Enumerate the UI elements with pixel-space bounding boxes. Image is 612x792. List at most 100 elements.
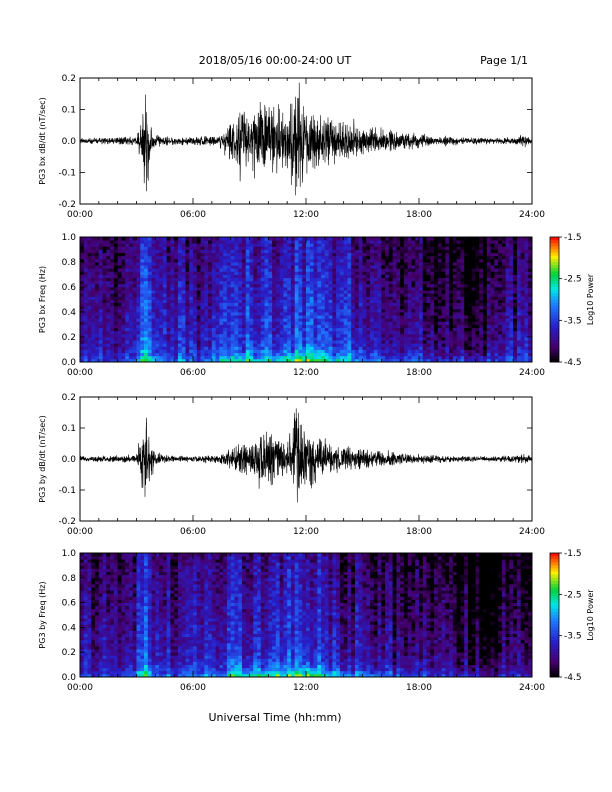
spectrogram-cell — [95, 268, 100, 272]
spectrogram-cell — [467, 240, 473, 244]
spectrogram-cell — [498, 358, 503, 363]
spectrogram-cell — [200, 321, 205, 325]
spectrogram-cell — [328, 315, 333, 319]
spectrogram-cell — [294, 265, 299, 269]
spectrogram-cell — [140, 330, 145, 335]
spectrogram-cell — [290, 246, 296, 250]
spectrogram-cell — [204, 293, 209, 297]
spectrogram-cell — [211, 324, 216, 329]
spectrogram-cell — [279, 240, 284, 244]
spectrogram-cell — [419, 280, 424, 285]
spectrogram-cell — [226, 305, 232, 310]
spectrogram-cell — [505, 296, 510, 300]
spectrogram-cell — [98, 337, 103, 341]
spectrogram-cell — [185, 274, 190, 279]
spectrogram-cell — [298, 258, 303, 263]
spectrogram-cell — [268, 333, 273, 338]
spectrogram-cell — [226, 243, 232, 247]
spectrogram-cell — [460, 258, 465, 263]
spectrogram-cell — [430, 293, 435, 297]
spectrogram-cell — [226, 252, 232, 257]
spectrogram-cell — [279, 262, 284, 266]
spectrogram-cell — [328, 283, 333, 288]
spectrogram-cell — [117, 296, 122, 300]
spectrogram-cell — [238, 283, 243, 288]
spectrogram-cell — [140, 271, 145, 275]
spectrogram-cell — [230, 258, 235, 263]
spectrogram-cell — [426, 343, 431, 347]
spectrogram-cell — [516, 333, 522, 338]
spectrogram-cell — [155, 271, 160, 275]
spectrogram-cell — [162, 249, 168, 254]
spectrogram-cell — [354, 277, 360, 282]
spectrogram-cell — [170, 249, 175, 254]
spectrogram-cell — [377, 349, 382, 354]
spectrogram-cell — [287, 258, 292, 263]
spectrogram-cell — [332, 252, 337, 257]
spectrogram-cell — [332, 321, 337, 325]
spectrogram-cell — [253, 237, 258, 241]
spectrogram-cell — [302, 321, 307, 325]
spectrogram-cell — [268, 337, 273, 341]
spectrogram-cell — [373, 290, 378, 294]
spectrogram-cell — [102, 277, 107, 282]
spectrogram-cell — [400, 352, 405, 357]
spectrogram-cell — [426, 346, 431, 350]
spectrogram-cell — [290, 340, 296, 344]
spectrogram-cell — [155, 287, 160, 291]
spectrogram-cell — [306, 287, 311, 291]
spectrogram-cell — [162, 274, 168, 279]
spectrogram-cell — [106, 237, 111, 241]
y-tick-label: -0.2 — [58, 200, 76, 210]
spectrogram-cell — [313, 290, 318, 294]
spectrogram-cell — [396, 262, 401, 266]
spectrogram-cell — [339, 346, 345, 350]
spectrogram-cell — [95, 343, 100, 347]
spectrogram-cell — [385, 308, 390, 313]
spectrogram-cell — [358, 321, 363, 325]
spectrogram-cell — [419, 293, 424, 297]
spectrogram-cell — [223, 315, 228, 319]
spectrogram-cell — [170, 305, 175, 310]
spectrogram-cell — [290, 255, 296, 260]
spectrogram-cell — [452, 296, 458, 300]
spectrogram-cell — [483, 308, 488, 313]
spectrogram-cell — [479, 283, 484, 288]
spectrogram-cell — [196, 337, 201, 341]
spectrogram-cell — [128, 358, 134, 363]
spectrogram-cell — [166, 262, 171, 266]
spectrogram-cell — [91, 318, 96, 322]
spectrogram-cell — [366, 305, 371, 310]
spectrogram-cell — [313, 277, 318, 282]
spectrogram-cell — [132, 246, 137, 250]
spectrogram-cell — [396, 274, 401, 279]
spectrogram-cell — [388, 268, 394, 272]
spectrogram-cell — [279, 280, 284, 285]
spectrogram-cell — [185, 299, 190, 304]
spectrogram-cell — [174, 349, 179, 354]
spectrogram-cell — [343, 333, 348, 338]
spectrogram-cell — [351, 352, 356, 357]
spectrogram-cell — [441, 343, 446, 347]
spectrogram-cell — [339, 333, 345, 338]
spectrogram-cell — [136, 262, 141, 266]
spectrogram-cell — [328, 318, 333, 322]
spectrogram-cell — [170, 271, 175, 275]
spectrogram-cell — [452, 258, 458, 263]
spectrogram-cell — [249, 255, 254, 260]
spectrogram-cell — [159, 305, 164, 310]
spectrogram-cell — [166, 337, 171, 341]
spectrogram-cell — [177, 255, 183, 260]
spectrogram-cell — [223, 349, 228, 354]
spectrogram-cell — [140, 315, 145, 319]
spectrogram-cell — [174, 246, 179, 250]
spectrogram-cell — [177, 358, 183, 363]
spectrogram-cell — [358, 237, 363, 241]
spectrogram-cell — [151, 280, 156, 285]
spectrogram-cell — [196, 296, 201, 300]
spectrogram-cell — [208, 262, 213, 266]
spectrogram-cell — [437, 280, 442, 285]
spectrogram-cell — [309, 299, 314, 304]
spectrogram-cell — [132, 305, 137, 310]
spectrogram-cell — [234, 337, 239, 341]
